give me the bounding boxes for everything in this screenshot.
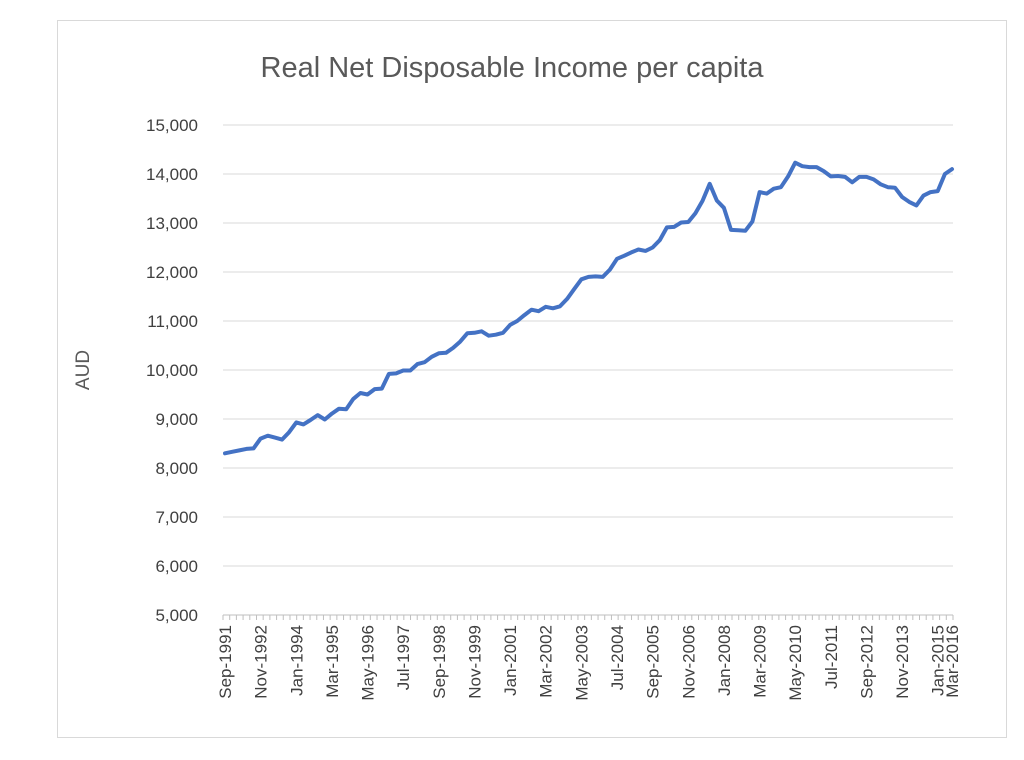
x-axis-ticks: Sep-1991 Nov-1992 Jan-1994 Mar-1995 May-1996… [216,625,962,701]
y-tick-label: 5,000 [155,606,198,625]
x-tick-label: Jan-2001 [501,625,520,696]
y-tick-label: 8,000 [155,459,198,478]
y-tick-label: 13,000 [146,214,198,233]
y-tick-label: 15,000 [146,116,198,135]
chart-title: Real Net Disposable Income per capita [260,52,764,84]
y-tick-label: 11,000 [147,312,198,331]
y-tick-label: 14,000 [146,165,198,184]
x-tick-label: Nov-2013 [893,625,912,699]
series-group [223,160,954,456]
x-tick-label: Nov-2006 [679,625,698,699]
chart-frame [57,20,1007,738]
x-tick-label: Jan-2008 [715,625,734,696]
y-tick-label: 7,000 [155,508,198,527]
y-axis-ticks: 5,000 6,000 7,000 8,000 9,000 10,000 11,000 12,… [146,116,198,625]
x-tick-label: Mar-2016 [943,625,962,698]
x-tick-label: Jul-1997 [394,625,413,690]
y-tick-label: 6,000 [155,557,198,576]
x-tick-label: Sep-1998 [430,625,449,699]
x-tick-label: May-1996 [359,625,378,701]
series-line [223,160,954,456]
x-tick-label: Sep-2005 [644,625,663,699]
gridlines [223,124,953,567]
x-tick-label: Mar-2002 [537,625,556,698]
x-tick-label: Sep-1991 [216,625,235,699]
y-tick-label: 9,000 [155,410,198,429]
x-tick-label: Jan-2015 [929,625,948,696]
y-tick-label: 10,000 [146,361,198,380]
x-tick-label: May-2010 [786,625,805,701]
x-tick-label: Mar-2009 [751,625,770,698]
x-tick-label: Nov-1999 [466,625,485,699]
x-tick-label: Mar-1995 [323,625,342,698]
x-tick-label: Jul-2011 [822,625,841,689]
x-tick-label: Jan-1994 [287,625,306,696]
x-tick-label: Sep-2012 [858,625,877,699]
x-tick-label: Jul-2004 [608,625,627,690]
x-axis [222,614,954,620]
x-tick-label: May-2003 [572,625,591,701]
x-tick-label: Nov-1992 [252,625,271,699]
y-tick-label: 12,000 [146,263,198,282]
